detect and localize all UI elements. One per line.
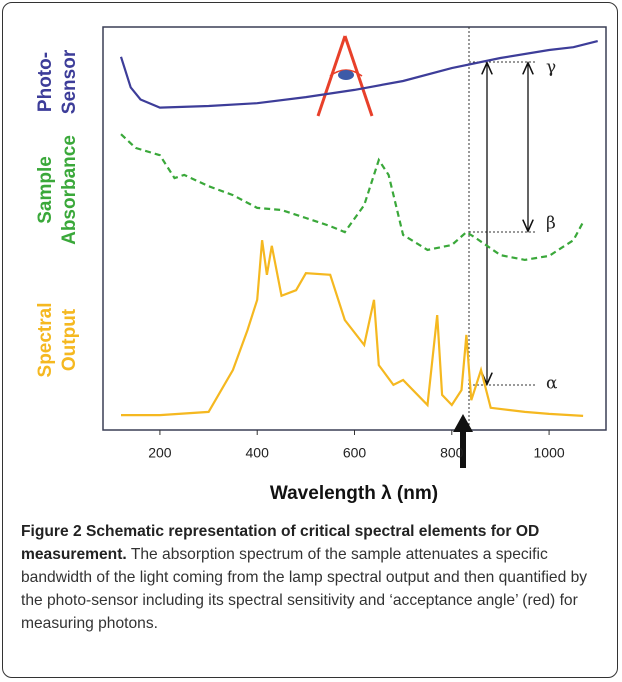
guide-lines [469,61,535,386]
annotation: γ [546,58,556,78]
caption-text: The absorption spectrum of the sample at… [21,546,588,632]
annotation: β [546,214,556,234]
eye-icon [316,35,374,117]
plot-border [102,26,607,431]
caption: Figure 2 Schematic representation of cri… [21,520,611,635]
annotation: α [546,374,558,394]
series-label: Photo- Sensor [35,49,80,114]
caption-title: Figure 2 Schematic representation of cri… [21,523,540,563]
x-tick-label: 200 [148,445,172,461]
series-line [120,133,585,262]
series-line [121,240,584,417]
series-label: Sample Absorbance [35,135,80,245]
x-tick-label: 600 [343,445,367,461]
x-axis-title: Wavelength λ (nm) [270,483,438,504]
acceptance-line [343,35,374,117]
x-tick-label: 400 [246,445,270,461]
x-tick-label: 800 [440,445,464,461]
series-line [119,40,598,109]
acceptance-line [316,35,347,117]
wavelength-arrow [453,414,473,468]
eye-pupil [338,70,354,80]
chart: γ β α Wavelength λ (nm) 200 400 600 800 1000… [35,26,607,504]
x-tick-label: 1000 [534,445,565,461]
series-label: Spectral Output [35,303,80,378]
